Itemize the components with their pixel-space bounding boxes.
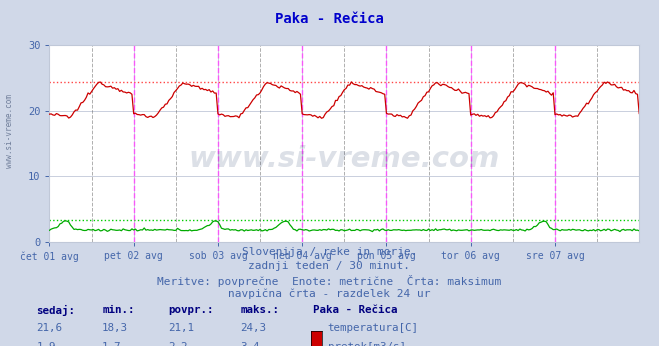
Text: maks.:: maks.: — [241, 305, 279, 315]
Text: 2,2: 2,2 — [168, 342, 188, 346]
Text: Slovenija / reke in morje.: Slovenija / reke in morje. — [242, 247, 417, 257]
Text: povpr.:: povpr.: — [168, 305, 214, 315]
Text: 1,9: 1,9 — [36, 342, 56, 346]
Text: Meritve: povprečne  Enote: metrične  Črta: maksimum: Meritve: povprečne Enote: metrične Črta:… — [158, 275, 501, 287]
Text: min.:: min.: — [102, 305, 134, 315]
Text: 24,3: 24,3 — [241, 323, 266, 333]
Text: Paka - Rečica: Paka - Rečica — [275, 12, 384, 26]
Text: 18,3: 18,3 — [102, 323, 128, 333]
Text: Paka - Rečica: Paka - Rečica — [313, 305, 397, 315]
Text: 1,7: 1,7 — [102, 342, 122, 346]
Text: zadnji teden / 30 minut.: zadnji teden / 30 minut. — [248, 261, 411, 271]
Text: www.si-vreme.com: www.si-vreme.com — [188, 145, 500, 173]
Text: temperatura[C]: temperatura[C] — [328, 323, 418, 333]
Text: 21,6: 21,6 — [36, 323, 62, 333]
Text: 21,1: 21,1 — [168, 323, 194, 333]
Text: pretok[m3/s]: pretok[m3/s] — [328, 342, 405, 346]
Text: sedaj:: sedaj: — [36, 305, 75, 316]
Text: 3,4: 3,4 — [241, 342, 260, 346]
Text: navpična črta - razdelek 24 ur: navpična črta - razdelek 24 ur — [228, 289, 431, 299]
Text: www.si-vreme.com: www.si-vreme.com — [5, 94, 14, 169]
